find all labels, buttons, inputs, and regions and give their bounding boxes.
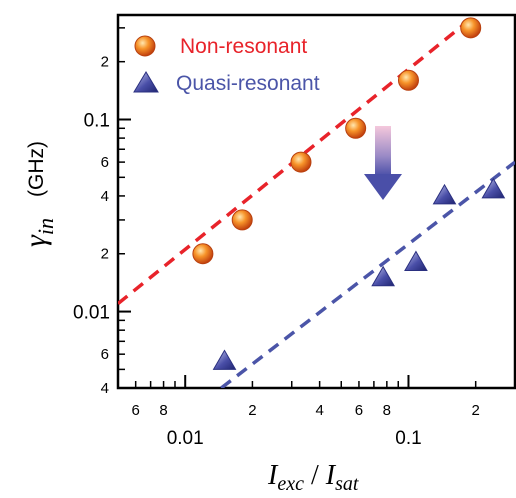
y-minor-tick-label: 4	[101, 188, 109, 205]
x-axis-label: Iexc / Isat	[267, 460, 359, 495]
x-minor-tick-label: 8	[159, 402, 167, 419]
legend-marker-non-resonant	[134, 35, 156, 57]
x-label-i-exc: I	[267, 460, 279, 491]
data-point-non-resonant	[460, 17, 482, 39]
data-point-non-resonant	[290, 151, 312, 173]
y-axis-ticks: 0.01 0.1 4 6 2 4 6 2	[73, 27, 131, 397]
x-label-separator: /	[304, 460, 326, 491]
y-minor-tick-label: 6	[101, 346, 109, 363]
y-major-tick-label: 0.01	[73, 303, 110, 324]
data-point-quasi-resonant	[481, 177, 506, 199]
data-point-non-resonant	[231, 209, 253, 231]
x-label-sub-exc: exc	[277, 473, 304, 495]
data-point-quasi-resonant	[371, 265, 395, 287]
x-major-tick-label: 0.01	[167, 428, 204, 449]
y-axis-label: γin (GHz)	[19, 141, 58, 247]
legend-marker-quasi-resonant	[133, 71, 159, 93]
data-point-quasi-resonant	[212, 349, 237, 370]
x-label-sub-sat: sat	[335, 473, 359, 495]
y-major-tick-label: 0.1	[84, 110, 110, 131]
data-point-non-resonant	[397, 69, 419, 91]
y-minor-tick-label: 4	[101, 380, 109, 397]
y-minor-tick-label: 2	[101, 54, 109, 71]
x-minor-tick-label: 8	[383, 402, 391, 419]
data-markers	[192, 17, 506, 370]
svg-text:γin: γin	[19, 218, 58, 247]
y-minor-tick-label: 6	[101, 154, 109, 171]
data-point-quasi-resonant	[404, 250, 428, 272]
y-label-unit: (GHz)	[25, 141, 48, 197]
plot-frame	[116, 13, 516, 390]
legend-label-non-resonant: Non-resonant	[180, 35, 307, 58]
y-minor-tick-label: 2	[101, 246, 109, 263]
data-point-non-resonant	[345, 117, 367, 139]
data-point-non-resonant	[192, 243, 214, 265]
x-minor-tick-label: 2	[248, 402, 256, 419]
x-minor-tick-label: 6	[132, 402, 140, 419]
x-axis-ticks: 0.01 0.1 6 8 2 4 6 8 2	[117, 375, 516, 449]
x-minor-tick-label: 4	[315, 402, 323, 419]
data-point-quasi-resonant	[432, 183, 457, 205]
legend: Non-resonant Quasi-resonant	[133, 35, 320, 95]
x-minor-tick-label: 6	[355, 402, 363, 419]
legend-label-quasi-resonant: Quasi-resonant	[176, 72, 320, 95]
x-major-tick-label: 0.1	[395, 428, 421, 449]
y-label-subscript: in	[33, 218, 58, 235]
y-label-symbol: γ	[19, 234, 52, 247]
fit-line-quasi-resonant	[220, 160, 515, 388]
x-label-i-sat: I	[325, 460, 337, 491]
down-arrow-icon	[364, 126, 402, 200]
x-minor-tick-label: 2	[472, 402, 480, 419]
